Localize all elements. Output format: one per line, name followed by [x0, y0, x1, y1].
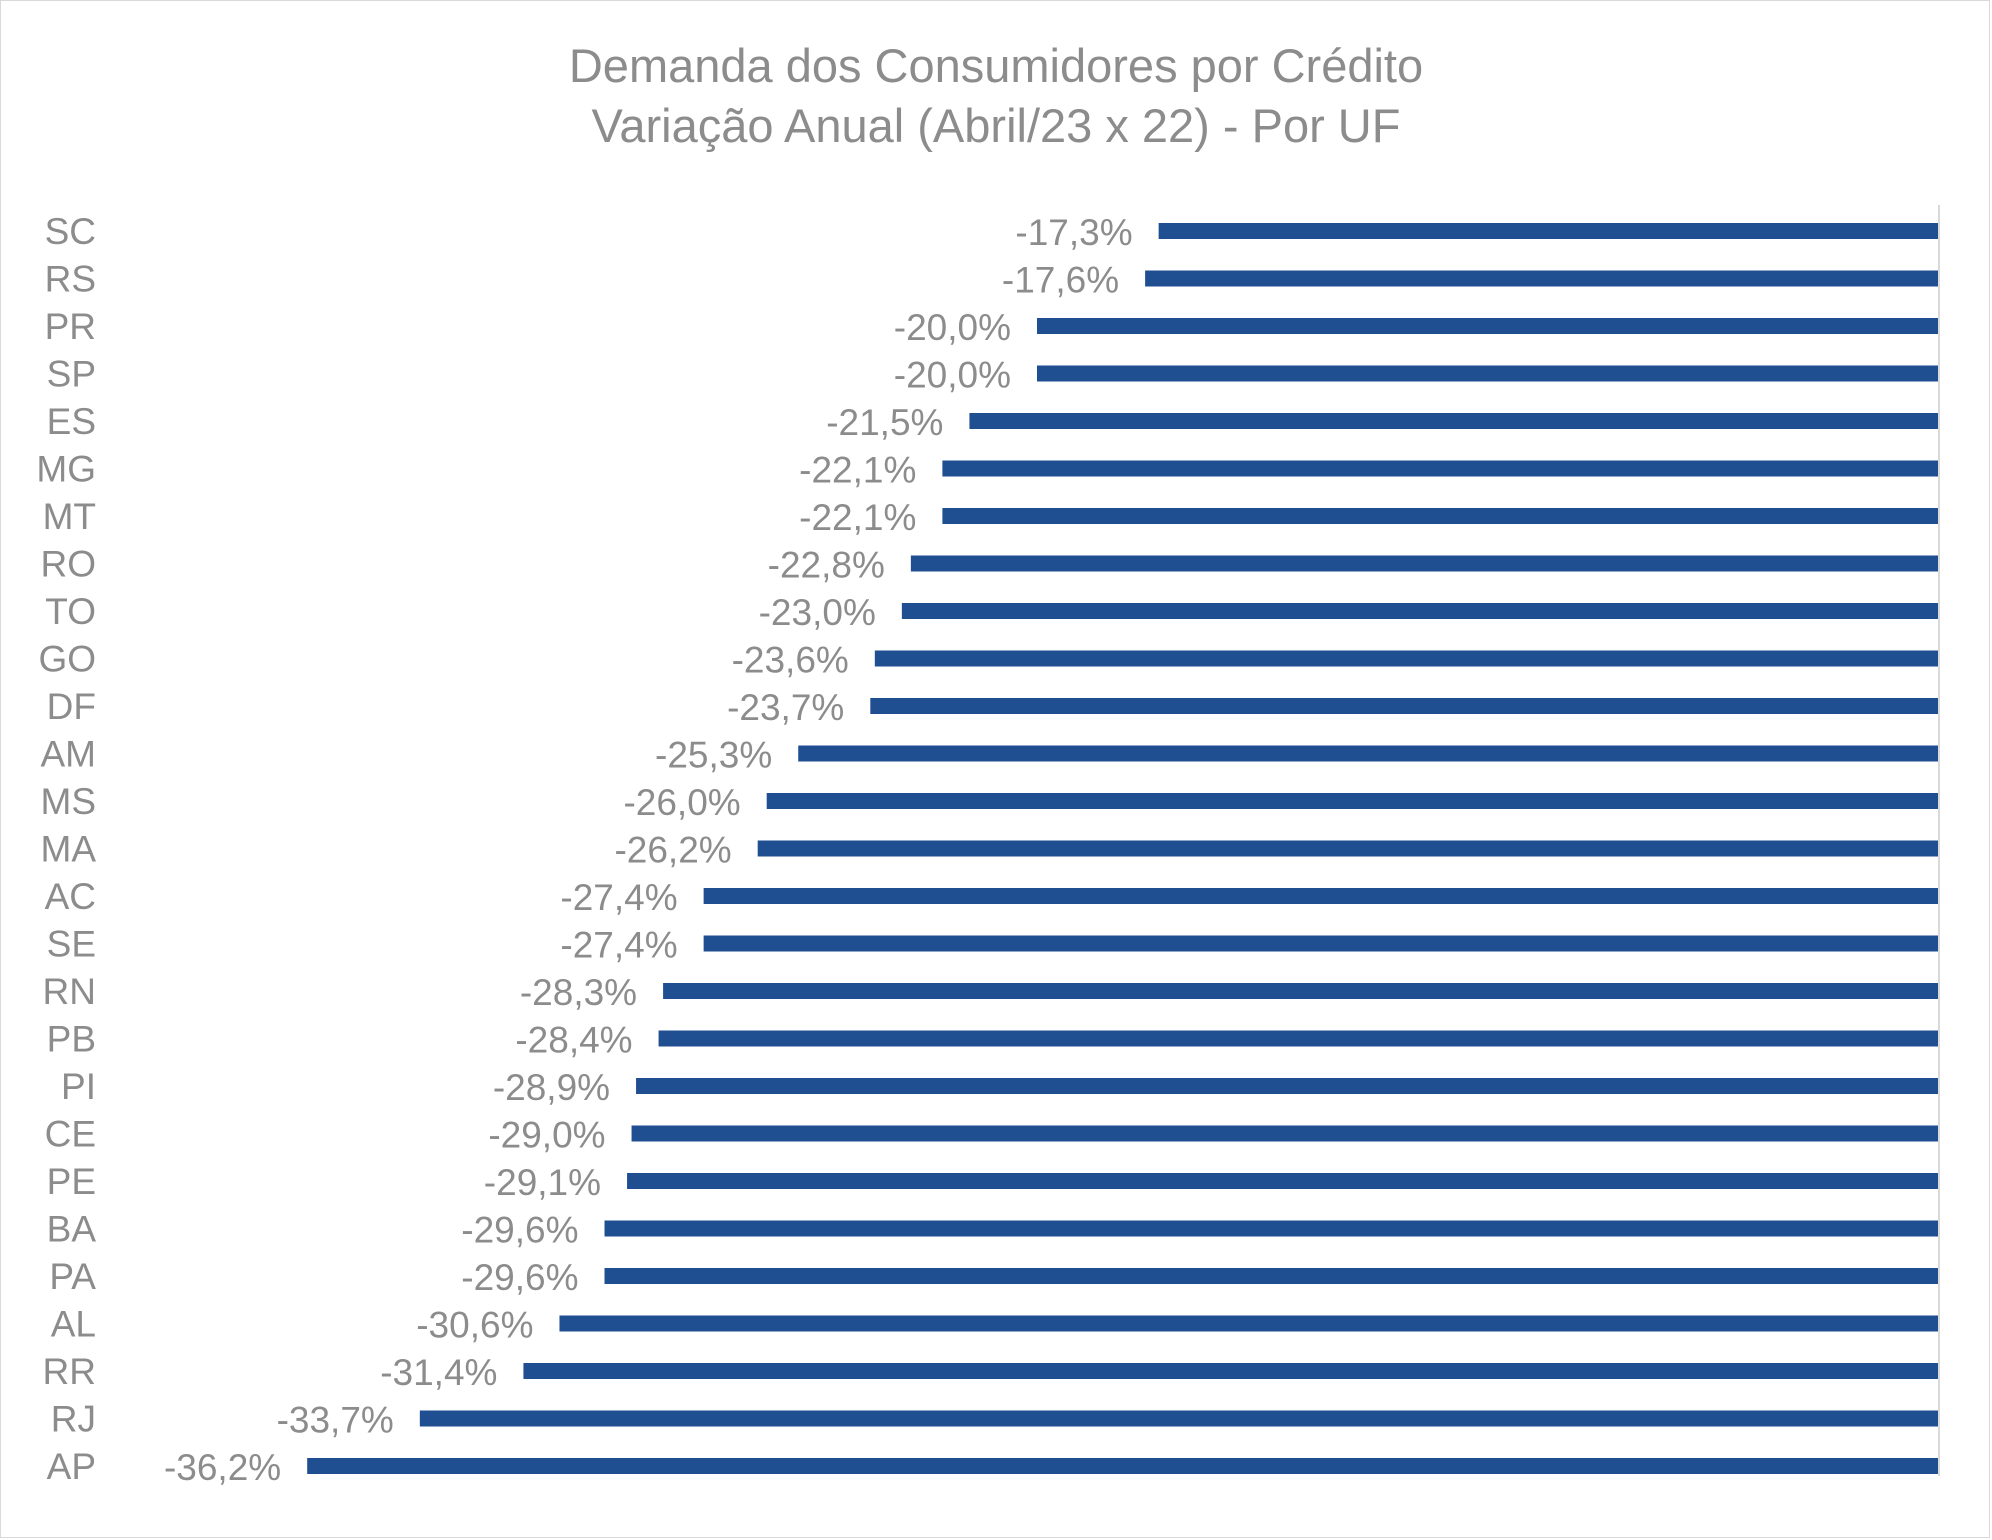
- chart-title-line: Demanda dos Consumidores por Crédito: [568, 39, 1424, 92]
- bar-ac: [703, 888, 1938, 904]
- data-label-rs: -17,6%: [1002, 260, 1119, 301]
- category-label-am: AM: [41, 734, 97, 775]
- data-label-to: -23,0%: [759, 592, 876, 633]
- bar-es: [969, 413, 1938, 429]
- bar-pr: [1037, 318, 1938, 334]
- category-label-es: ES: [47, 401, 96, 442]
- category-label-ap: AP: [47, 1446, 96, 1487]
- data-label-mg: -22,1%: [799, 450, 916, 491]
- category-label-rr: RR: [43, 1351, 96, 1392]
- bar-pi: [636, 1078, 1939, 1094]
- category-label-mg: MG: [36, 449, 96, 490]
- bar-df: [870, 698, 1939, 714]
- data-label-mt: -22,1%: [799, 497, 916, 538]
- data-label-ba: -29,6%: [461, 1210, 578, 1251]
- bar-am: [798, 745, 1938, 762]
- category-label-rj: RJ: [51, 1399, 96, 1440]
- data-label-rj: -33,7%: [277, 1400, 394, 1441]
- data-label-es: -21,5%: [826, 402, 943, 443]
- data-label-rn: -28,3%: [520, 972, 637, 1013]
- category-label-ba: BA: [47, 1209, 97, 1250]
- category-label-se: SE: [47, 924, 96, 965]
- data-label-rr: -31,4%: [380, 1352, 497, 1393]
- data-label-ms: -26,0%: [623, 782, 740, 823]
- bar-rs: [1145, 270, 1938, 287]
- bar-sp: [1037, 365, 1938, 382]
- bar-rr: [523, 1363, 1939, 1379]
- data-label-se: -27,4%: [560, 925, 677, 966]
- bar-al: [559, 1315, 1938, 1332]
- bar-rj: [419, 1410, 1939, 1427]
- bar-ma: [757, 840, 1939, 857]
- category-label-df: DF: [47, 686, 96, 727]
- data-label-al: -30,6%: [416, 1305, 533, 1346]
- data-labels: -17,3% -17,6% -20,0% -20,0% -21,5% -22,1% -22,…: [164, 212, 1133, 1488]
- category-label-pr: PR: [45, 306, 96, 347]
- category-label-pi: PI: [61, 1066, 96, 1107]
- category-label-pe: PE: [47, 1161, 96, 1202]
- bar-sc: [1158, 223, 1938, 239]
- category-label-ma: MA: [41, 829, 97, 870]
- data-label-df: -23,7%: [727, 687, 844, 728]
- data-label-go: -23,6%: [732, 640, 849, 681]
- data-label-am: -25,3%: [655, 735, 772, 776]
- category-label-go: GO: [38, 639, 96, 680]
- category-label-pa: PA: [49, 1256, 96, 1297]
- bar-ro: [910, 555, 1938, 572]
- bar-go: [874, 650, 1938, 667]
- category-label-ce: CE: [45, 1114, 96, 1155]
- data-label-sc: -17,3%: [1015, 212, 1132, 253]
- data-label-ce: -29,0%: [488, 1115, 605, 1156]
- data-label-ac: -27,4%: [560, 877, 677, 918]
- bar-to: [901, 603, 1938, 619]
- category-label-pb: PB: [47, 1019, 96, 1060]
- chart-title: Demanda dos Consumidores por Crédito Var…: [0, 36, 1992, 156]
- category-label-ro: RO: [41, 544, 97, 585]
- bar-mt: [942, 508, 1938, 524]
- bars-layer: [307, 223, 1939, 1474]
- data-label-pe: -29,1%: [484, 1162, 601, 1203]
- category-label-to: TO: [45, 591, 96, 632]
- category-label-ms: MS: [41, 781, 97, 822]
- bar-rn: [663, 983, 1939, 999]
- category-labels: SC RS PR SP ES MG MT RO TO GO DF AM MS MA AC SE RN PB PI CE…: [36, 211, 96, 1487]
- bar-ap: [307, 1458, 1939, 1474]
- category-label-rs: RS: [45, 259, 96, 300]
- bar-pb: [658, 1030, 1938, 1047]
- bar-pa: [604, 1268, 1938, 1284]
- category-label-rn: RN: [43, 971, 96, 1012]
- category-label-mt: MT: [43, 496, 96, 537]
- data-label-pi: -28,9%: [493, 1067, 610, 1108]
- category-label-sc: SC: [45, 211, 96, 252]
- category-label-ac: AC: [45, 876, 96, 917]
- data-label-sp: -20,0%: [894, 355, 1011, 396]
- data-label-ro: -22,8%: [768, 545, 885, 586]
- chart-subtitle-line: Variação Anual (Abril/23 x 22) - Por UF: [591, 99, 1401, 152]
- bar-pe: [627, 1173, 1939, 1189]
- category-label-al: AL: [51, 1304, 96, 1345]
- data-label-pa: -29,6%: [461, 1257, 578, 1298]
- bar-ce: [631, 1125, 1938, 1142]
- bar-se: [703, 935, 1938, 952]
- data-label-ap: -36,2%: [164, 1447, 281, 1488]
- bar-ms: [766, 793, 1939, 809]
- data-label-pb: -28,4%: [515, 1020, 632, 1061]
- data-label-ma: -26,2%: [614, 830, 731, 871]
- data-label-pr: -20,0%: [894, 307, 1011, 348]
- bar-ba: [604, 1220, 1938, 1237]
- category-label-sp: SP: [47, 354, 96, 395]
- bar-mg: [942, 460, 1938, 477]
